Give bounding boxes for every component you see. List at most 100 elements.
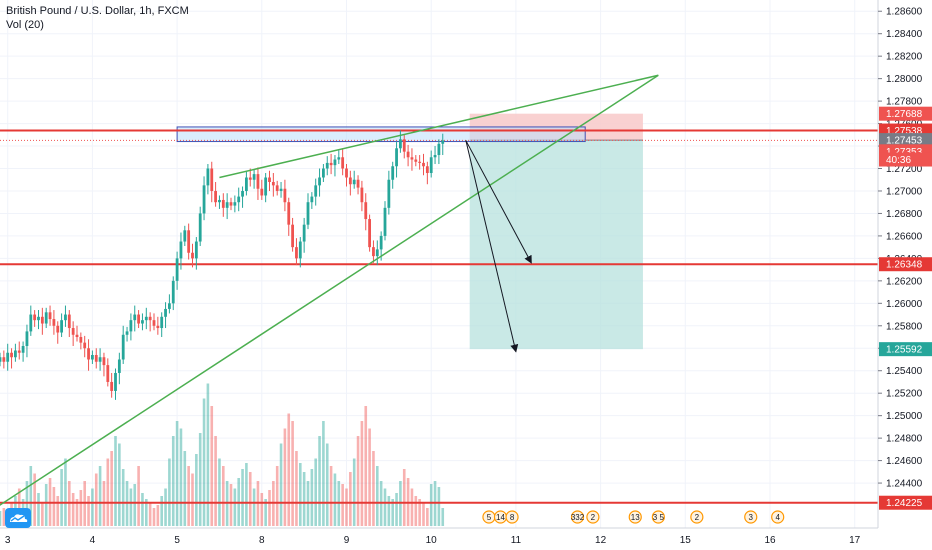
candle <box>91 350 94 364</box>
candle <box>14 343 17 362</box>
candle <box>164 302 167 329</box>
candle-body <box>291 224 294 248</box>
price-badge-label: 1.27453 <box>886 136 923 147</box>
candle-body <box>37 316 40 321</box>
candle-body <box>229 202 233 206</box>
candle <box>133 305 137 332</box>
candle <box>102 352 106 377</box>
candle-body <box>17 350 21 353</box>
price-badge-label: 1.27353 <box>886 147 923 158</box>
candle <box>114 368 117 400</box>
y-tick-label: 1.25200 <box>886 389 923 400</box>
candle <box>410 148 414 171</box>
candle-body <box>310 196 314 203</box>
y-tick-label: 1.24600 <box>886 456 923 467</box>
candle-body <box>106 365 110 382</box>
candle-body <box>56 325 60 333</box>
candle-body <box>40 316 44 324</box>
candle <box>287 197 291 236</box>
candle-body <box>422 162 425 167</box>
event-flag-icon <box>744 510 758 524</box>
candle-body <box>341 157 345 169</box>
candle <box>210 161 214 203</box>
candle-body <box>283 188 287 203</box>
y-tick-label: 1.26200 <box>886 276 923 287</box>
candle-body <box>298 241 302 259</box>
candle <box>21 341 25 362</box>
x-tick-label: 17 <box>849 535 861 546</box>
volume-bar <box>94 473 98 526</box>
candle <box>52 310 56 335</box>
candle <box>425 161 429 185</box>
volume-bar <box>179 428 183 526</box>
candle-body <box>141 320 144 324</box>
symbol-title[interactable]: British Pound / U.S. Dollar, 1h, FXCM <box>6 5 189 17</box>
volume-bar <box>341 484 344 526</box>
volume-bar <box>302 472 306 526</box>
y-tick-label: 1.28600 <box>886 7 923 18</box>
candle <box>264 173 268 203</box>
candle <box>106 358 110 387</box>
volume-bar <box>418 499 421 526</box>
candle-body <box>29 314 33 332</box>
volume-bar <box>387 496 391 526</box>
candle <box>168 294 171 314</box>
candle-body <box>379 235 383 250</box>
candle <box>125 326 129 342</box>
volume-bar <box>345 488 348 526</box>
candle-body <box>383 207 387 236</box>
volume-bar <box>44 484 48 526</box>
candle-body <box>360 187 364 203</box>
candle <box>25 324 29 358</box>
candle-body <box>91 354 94 360</box>
volume-bar <box>114 436 117 526</box>
candle <box>0 352 2 367</box>
candle-body <box>314 185 318 197</box>
candle <box>183 225 187 247</box>
candle-body <box>6 352 10 362</box>
x-tick-label: 9 <box>344 535 350 546</box>
candle <box>171 276 175 311</box>
volume-bar <box>391 499 394 526</box>
candle-body <box>25 331 29 347</box>
volume-bar <box>283 428 287 526</box>
candle <box>375 240 379 266</box>
candle-body <box>372 247 375 257</box>
candle <box>71 321 75 347</box>
volume-bar <box>360 421 364 526</box>
event-label: 8 <box>510 513 515 522</box>
candle-body <box>233 202 237 206</box>
price-badge <box>879 106 932 121</box>
candle-body <box>329 162 333 166</box>
volume-indicator-label[interactable]: Vol (20) <box>6 19 44 31</box>
candle-body <box>183 230 187 242</box>
volume-bar <box>110 451 113 526</box>
candle-body <box>14 350 17 358</box>
candle <box>422 153 425 176</box>
candle <box>48 305 52 326</box>
candle <box>60 313 63 338</box>
candle-body <box>160 316 164 329</box>
candle <box>383 201 387 241</box>
volume-bar <box>195 454 198 526</box>
candle <box>121 325 125 364</box>
volume-bar <box>191 473 194 526</box>
candle <box>218 195 221 209</box>
candle-body <box>168 303 171 309</box>
volume-bar <box>264 499 267 526</box>
candle <box>291 217 294 252</box>
candle-body <box>87 348 90 360</box>
event-flag-icon <box>651 510 665 524</box>
y-tick-label: 1.26800 <box>886 209 923 220</box>
event-label: 5 <box>487 513 492 522</box>
candle-body <box>352 179 356 185</box>
candle <box>40 307 44 335</box>
candle-body <box>433 155 437 158</box>
candle-body <box>206 168 210 186</box>
candle-body <box>102 357 106 366</box>
x-tick-label: 8 <box>259 535 265 546</box>
candle-body <box>375 249 379 257</box>
candle-body <box>133 314 137 321</box>
candle-body <box>441 140 445 144</box>
